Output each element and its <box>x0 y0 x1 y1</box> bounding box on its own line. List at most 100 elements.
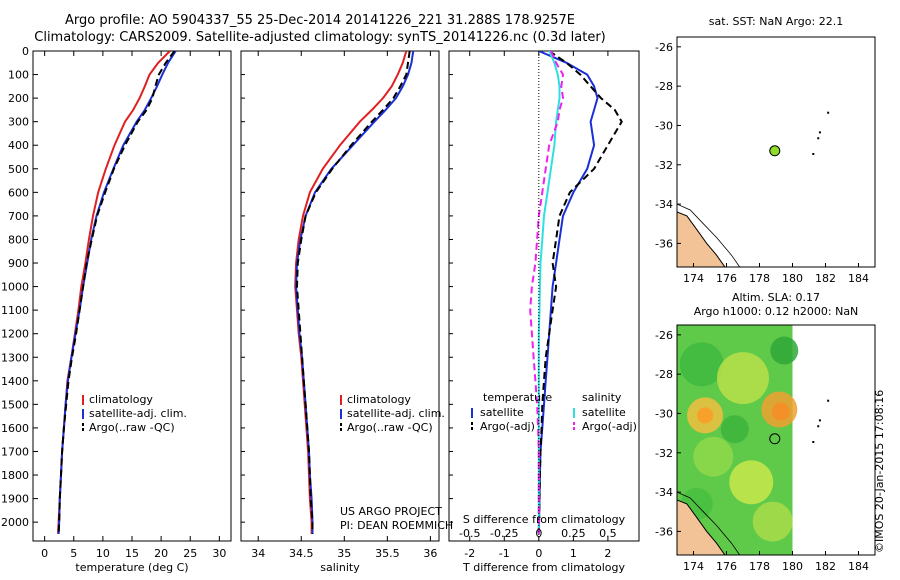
depth-ytick-label: 1300 <box>1 351 29 364</box>
sst_map-ytick-label: -28 <box>655 80 673 93</box>
figure-title-line2: Climatology: CARS2009. Satellite-adjuste… <box>34 30 606 45</box>
depth-ytick-label: 700 <box>8 210 29 223</box>
sla_map-ytick-label: -32 <box>655 447 673 460</box>
difference-s-tick-label: 0.25 <box>561 527 586 540</box>
temperature-xtick-label: 5 <box>70 547 77 560</box>
sla-anomaly-blob <box>752 501 793 542</box>
sst_map-ytick-label: -32 <box>655 159 673 172</box>
temperature-xtick-label: 25 <box>183 547 197 560</box>
salinity-xtick-label: 34.5 <box>289 547 314 560</box>
depth-ytick-label: 500 <box>8 163 29 176</box>
difference-xtick-label: 2 <box>604 547 611 560</box>
kermadec-island <box>812 152 815 155</box>
sla_map-xtick-label: 180 <box>782 560 803 573</box>
sla_map-ytick-label: -28 <box>655 368 673 381</box>
temperature-xtick-label: 0 <box>41 547 48 560</box>
kermadec-island <box>817 137 820 140</box>
temperature-xtick-label: 30 <box>212 547 226 560</box>
bathymetry-contour <box>677 491 741 555</box>
sla_map-xtick-label: 178 <box>749 560 770 573</box>
temperature-series-2 <box>57 51 176 534</box>
sla-anomaly-blob <box>693 436 734 477</box>
sst_map-frame <box>676 36 876 268</box>
difference-series-group <box>529 51 623 534</box>
difference-series-1 <box>537 51 623 534</box>
sla-anomaly-blob <box>770 336 799 365</box>
kermadec-island <box>817 425 820 428</box>
sla-anomaly-blob <box>717 352 769 405</box>
sla-anomaly-blob <box>720 415 749 444</box>
project-line2: PI: DEAN ROEMMICH <box>340 519 454 532</box>
sla_map-profile-marker <box>769 433 781 445</box>
difference-xtick-label: 0 <box>535 547 542 560</box>
sla_map-ytick-label: -36 <box>655 525 673 538</box>
new-zealand-land <box>677 211 726 267</box>
depth-ytick-label: 200 <box>8 92 29 105</box>
imos-credit: ©IMOS 20-Jan-2015 17:08:16 <box>873 389 886 553</box>
salinity-xtick-label: 36 <box>423 547 437 560</box>
sla_map-ytick-label: -26 <box>655 329 673 342</box>
difference-legend-left-label: satellite <box>480 406 524 419</box>
sst_map-xtick-label: 174 <box>683 272 704 285</box>
sla_map-xtick-label: 184 <box>848 560 869 573</box>
sst_map-xtick-label: 182 <box>815 272 836 285</box>
difference-legend-title-right: salinity <box>582 391 622 404</box>
temperature-series-group <box>57 51 177 534</box>
temperature-xtick-label: 10 <box>96 547 110 560</box>
difference-legend-title-left: temperature <box>483 391 552 404</box>
salinity-series-2 <box>295 51 411 534</box>
depth-ytick-label: 300 <box>8 116 29 129</box>
temperature-xtick-label: 15 <box>125 547 139 560</box>
depth-ytick-label: 1900 <box>1 493 29 506</box>
depth-ytick-label: 900 <box>8 257 29 270</box>
depth-ytick-label: 0 <box>22 45 29 58</box>
sla_map-xtick-label: 176 <box>716 560 737 573</box>
sst_map-content <box>677 111 830 267</box>
salinity-xtick-label: 35 <box>337 547 351 560</box>
kermadec-island <box>818 131 821 134</box>
depth-ytick-label: 1600 <box>1 422 29 435</box>
sst_map-xtick-label: 176 <box>716 272 737 285</box>
sst_map-ytick-label: -34 <box>655 198 673 211</box>
temperature-xlabel: temperature (deg C) <box>75 561 188 574</box>
sst_map-ytick-label: -26 <box>655 41 673 54</box>
difference-xtick-label: -1 <box>499 547 510 560</box>
sla-anomaly-blob <box>729 460 774 505</box>
depth-ytick-label: 800 <box>8 233 29 246</box>
depth-ytick-label: 2000 <box>1 516 29 529</box>
difference-s-tick-label: -0.25 <box>490 527 518 540</box>
project-line1: US ARGO PROJECT <box>340 505 442 518</box>
sla-map-title-line1: Altim. SLA: 0.17 <box>732 291 820 304</box>
sla_map-xtick-label: 182 <box>815 560 836 573</box>
difference-s-tick-label: 0.5 <box>599 527 617 540</box>
sla_map-ytick-label: -34 <box>655 486 673 499</box>
difference-xlabel: T difference from climatology <box>462 561 625 574</box>
difference-s-xlabel: S difference from climatology <box>463 513 626 526</box>
bathymetry-contour <box>677 203 741 267</box>
salinity-xtick-label: 34 <box>251 547 265 560</box>
salinity-xtick-label: 35.5 <box>375 547 400 560</box>
depth-ytick-label: 100 <box>8 69 29 82</box>
new-zealand-land <box>677 499 726 555</box>
depth-ytick-label: 600 <box>8 186 29 199</box>
difference-s-tick-label: 0 <box>535 527 542 540</box>
temperature-legend-label: Argo(..raw -QC) <box>89 421 175 434</box>
salinity-xlabel: salinity <box>320 561 360 574</box>
difference-xtick-label: -2 <box>464 547 475 560</box>
sst_map-profile-marker <box>769 145 781 157</box>
sla_map-ytick-label: -30 <box>655 407 673 420</box>
difference-legend-left-label: Argo(-adj) <box>480 420 535 433</box>
difference-xtick-label: 1 <box>570 547 577 560</box>
sla_map-frame <box>676 324 876 556</box>
difference-series-3 <box>529 51 565 534</box>
salinity-series-group <box>294 51 415 534</box>
temperature-xtick-label: 20 <box>154 547 168 560</box>
difference-plot-frame <box>448 50 640 542</box>
depth-ytick-label: 1500 <box>1 398 29 411</box>
difference-legend-right-label: Argo(-adj) <box>582 420 637 433</box>
depth-ytick-label: 1400 <box>1 375 29 388</box>
sst_map-ytick-label: -36 <box>655 237 673 250</box>
difference-legend-right-label: satellite <box>582 406 626 419</box>
depth-ytick-label: 1800 <box>1 469 29 482</box>
